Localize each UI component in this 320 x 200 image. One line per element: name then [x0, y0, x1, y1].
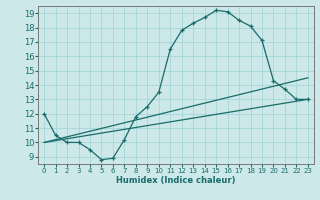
- X-axis label: Humidex (Indice chaleur): Humidex (Indice chaleur): [116, 176, 236, 185]
